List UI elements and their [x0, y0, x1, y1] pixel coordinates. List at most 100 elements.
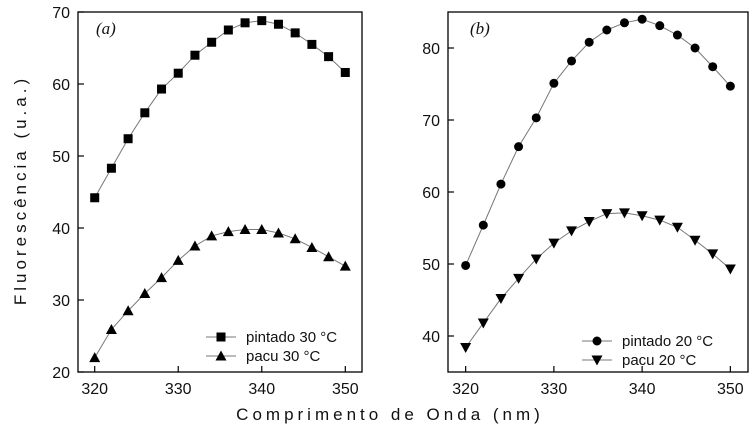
x-tick-label: 320: [81, 381, 108, 398]
x-tick-label: 340: [629, 381, 656, 398]
y-tick-label: 50: [52, 149, 70, 166]
data-point: [636, 211, 648, 222]
data-point: [173, 68, 183, 78]
legend-label: pintado 20 °C: [622, 333, 713, 350]
data-point: [549, 78, 559, 88]
data-point: [172, 254, 184, 265]
panel-label: (b): [470, 19, 490, 38]
data-point: [619, 18, 629, 28]
data-point: [583, 217, 595, 228]
data-point: [478, 220, 488, 230]
x-tick-label: 320: [452, 381, 479, 398]
data-point: [206, 230, 218, 241]
data-point: [602, 25, 612, 35]
data-point: [461, 260, 471, 270]
data-point: [105, 324, 117, 335]
y-axis-title: Fluorescência (u.a.): [11, 75, 30, 305]
y-tick-label: 20: [52, 365, 70, 382]
data-point: [306, 241, 318, 252]
data-point: [689, 235, 701, 246]
data-point: [307, 39, 317, 49]
data-point: [601, 209, 613, 220]
data-point: [671, 222, 683, 233]
data-point: [256, 223, 268, 234]
y-tick-label: 30: [52, 293, 70, 310]
x-tick-label: 330: [165, 381, 192, 398]
data-point: [207, 37, 217, 47]
data-point: [637, 14, 647, 24]
y-tick-label: 70: [422, 113, 440, 130]
data-point: [530, 254, 542, 265]
data-point: [531, 113, 541, 123]
data-point: [156, 272, 168, 283]
legend-label: pintado 30 °C: [246, 329, 337, 346]
x-tick-label: 340: [248, 381, 275, 398]
y-tick-label: 80: [422, 41, 440, 58]
y-tick-label: 40: [422, 329, 440, 346]
data-point: [690, 43, 700, 53]
data-point: [339, 260, 351, 271]
data-point: [548, 238, 560, 249]
data-point: [189, 240, 201, 251]
panel-b: 320 330 340 350 40 50 60 70 80 (b) pintado 20 °C pa…: [422, 11, 749, 398]
data-point: [655, 21, 665, 31]
y-tick-label: 60: [422, 185, 440, 202]
data-point: [190, 50, 200, 60]
x-tick-label: 330: [541, 381, 568, 398]
data-point: [139, 288, 151, 299]
y-tick-label: 40: [52, 221, 70, 238]
data-point: [140, 108, 150, 118]
data-point: [273, 19, 283, 29]
data-point: [223, 25, 233, 35]
panel-a: 320 330 340 350 20 30 40 50 60 70 (a) pintado 30 °C…: [52, 5, 363, 398]
data-point: [289, 233, 301, 244]
x-tick-label: 350: [332, 381, 359, 398]
y-tick-label: 70: [52, 5, 70, 22]
data-point: [567, 56, 577, 66]
y-tick-label: 50: [422, 257, 440, 274]
data-point: [672, 30, 682, 40]
series-line: [465, 18, 731, 266]
series-line: [94, 228, 346, 358]
data-point: [654, 215, 666, 226]
data-point: [240, 18, 250, 28]
data-point: [725, 81, 735, 91]
data-point: [724, 264, 736, 275]
data-point: [514, 142, 524, 152]
series-line: [465, 212, 731, 348]
series-line: [94, 20, 346, 199]
legend-marker: [592, 336, 602, 346]
data-point: [90, 193, 100, 203]
data-point: [477, 318, 489, 329]
data-point: [157, 84, 167, 94]
legend-label: pacu 30 °C: [246, 348, 321, 365]
data-point: [222, 226, 234, 237]
legend-marker: [591, 355, 603, 366]
panel-label: (a): [96, 19, 116, 38]
data-point: [324, 52, 334, 62]
data-point: [257, 16, 267, 26]
data-point: [707, 249, 719, 260]
data-point: [618, 208, 630, 219]
data-point: [566, 226, 578, 237]
legend-marker: [216, 332, 226, 342]
legend-marker: [215, 350, 227, 361]
data-point: [513, 273, 525, 284]
data-point: [106, 163, 116, 173]
data-point: [460, 343, 472, 354]
data-point: [708, 62, 718, 72]
data-point: [323, 251, 335, 262]
data-point: [122, 305, 134, 316]
x-tick-label: 350: [717, 381, 744, 398]
y-tick-label: 60: [52, 77, 70, 94]
data-point: [340, 67, 350, 77]
plot-frame: [77, 11, 363, 373]
data-point: [584, 37, 594, 47]
data-point: [272, 227, 284, 238]
data-point: [290, 28, 300, 38]
legend-label: pacu 20 °C: [622, 352, 697, 369]
x-axis-title: Comprimento de Onda (nm): [236, 405, 544, 424]
plot-frame: [447, 11, 749, 373]
data-point: [123, 134, 133, 144]
